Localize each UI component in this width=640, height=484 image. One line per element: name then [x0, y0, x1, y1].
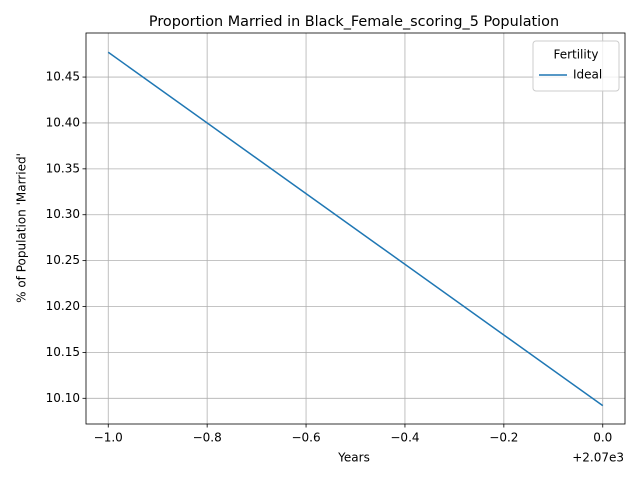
- y-tick-label: 10.45: [46, 70, 80, 84]
- plot-frame: [85, 32, 626, 425]
- x-tick-label: −0.2: [489, 431, 518, 445]
- legend-box: [532, 40, 620, 92]
- y-tick-label: 10.10: [46, 391, 80, 405]
- y-tick-label: 10.35: [46, 161, 80, 175]
- y-tick-label: 10.20: [46, 299, 80, 313]
- y-tick-label: 10.30: [46, 207, 80, 221]
- x-tick-label: 0.0: [593, 431, 612, 445]
- legend-label: Ideal: [573, 68, 602, 82]
- y-tick-label: 10.40: [46, 115, 80, 129]
- x-tick-label: −0.8: [193, 431, 222, 445]
- x-axis-label: Years: [337, 451, 370, 465]
- y-tick-label: 10.15: [46, 345, 80, 359]
- x-tick-label: −0.4: [390, 431, 419, 445]
- y-tick-label: 10.25: [46, 253, 80, 267]
- line-series: [107, 51, 604, 407]
- x-offset-label: +2.07e3: [572, 451, 624, 465]
- x-tick-label: −1.0: [94, 431, 123, 445]
- y-axis-label: % of Population 'Married': [15, 153, 29, 303]
- legend-title: Fertility: [553, 48, 598, 62]
- x-tick-label: −0.6: [291, 431, 320, 445]
- chart-title: Proportion Married in Black_Female_scori…: [149, 14, 559, 30]
